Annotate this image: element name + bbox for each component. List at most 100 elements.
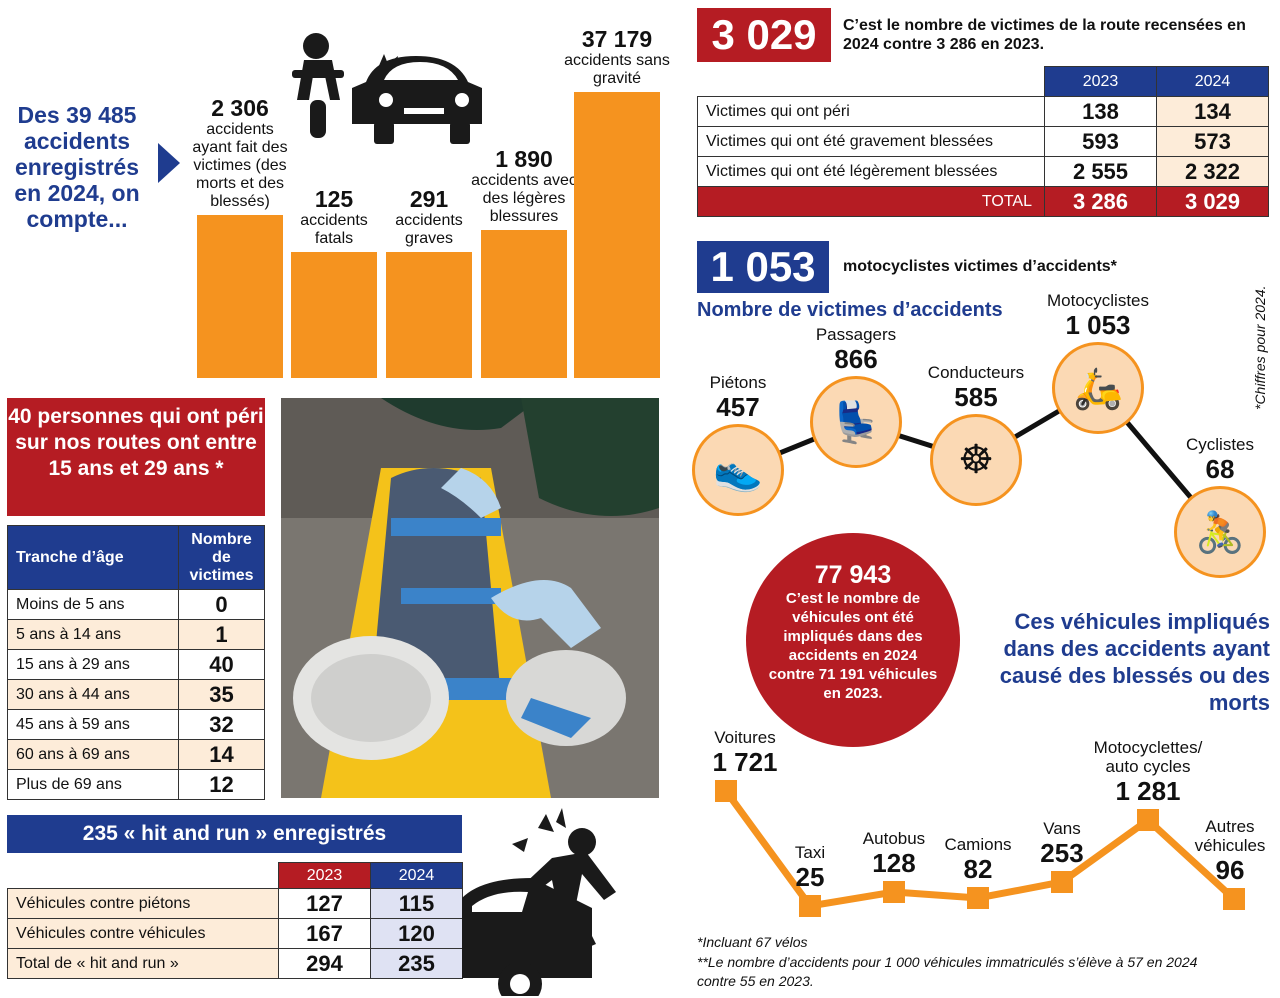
total-2023: 3 286 bbox=[1044, 186, 1157, 217]
table-row: 30 ans à 44 ans 35 bbox=[7, 679, 265, 710]
table-row: Moins de 5 ans 0 bbox=[7, 589, 265, 620]
bar bbox=[197, 215, 283, 378]
age-label: Moins de 5 ans bbox=[7, 589, 179, 620]
icon-glyph: 🛵 bbox=[1073, 366, 1123, 411]
vehicle-point bbox=[1223, 888, 1245, 910]
col-header-2023: 2023 bbox=[278, 862, 371, 889]
vehicle-point bbox=[1137, 809, 1159, 831]
bar-label: 1 890 accidents avec des légères blessure… bbox=[471, 146, 577, 226]
icon-glyph: ☸ bbox=[958, 438, 994, 482]
victim-point-label: Piétons 457 bbox=[668, 373, 808, 422]
value-label: 866 bbox=[834, 344, 878, 374]
victim-count: 0 bbox=[178, 589, 265, 620]
bar-caption: accidents graves bbox=[395, 212, 463, 247]
vehicles-bubble: 77 943 C’est le nombre de véhicules ont … bbox=[746, 533, 960, 747]
age-label: 15 ans à 29 ans bbox=[7, 649, 179, 680]
vehicle-point-label: Camions 82 bbox=[923, 835, 1033, 884]
cell-2023: 593 bbox=[1044, 126, 1157, 157]
table-row: 5 ans à 14 ans 1 bbox=[7, 619, 265, 650]
value-label: 1 721 bbox=[712, 747, 778, 777]
category-label: Conducteurs bbox=[927, 363, 1025, 382]
category-label: Motocyclistes bbox=[1046, 291, 1150, 310]
category-label: Taxi bbox=[794, 843, 826, 862]
category-label: Voitures bbox=[714, 728, 776, 747]
value-label: 585 bbox=[954, 382, 998, 412]
car-seat-icon: 💺 bbox=[810, 376, 902, 468]
table-row: Véhicules contre véhicules 167 120 bbox=[7, 918, 463, 949]
value-label: 96 bbox=[1215, 855, 1245, 885]
victims-line-chart: 👟 Piétons 457 💺 Passagers 866 ☸ Conducteurs 585 🛵… bbox=[690, 291, 1266, 590]
value-label: 1 281 bbox=[1115, 776, 1181, 806]
vehicle-point-label: Motocyclettes/ auto cycles 1 281 bbox=[1078, 738, 1218, 806]
age-table-body: Moins de 5 ans 0 5 ans à 14 ans 1 15 ans à 2… bbox=[7, 589, 265, 800]
cell-2023: 167 bbox=[278, 918, 371, 949]
victims-chart-title: Nombre de victimes d’accidents bbox=[697, 299, 1003, 321]
scooter-icon: 🛵 bbox=[1052, 342, 1144, 434]
table-row: Victimes qui ont été légèrement blessées… bbox=[697, 156, 1269, 187]
value-label: 82 bbox=[963, 854, 993, 884]
bar bbox=[481, 230, 567, 378]
vehicle-point-label: Voitures 1 721 bbox=[690, 728, 800, 777]
col-header-2023: 2023 bbox=[1044, 66, 1157, 97]
cell-2023: 2 555 bbox=[1044, 156, 1157, 187]
age-label: 45 ans à 59 ans bbox=[7, 709, 179, 740]
value-label: 128 bbox=[872, 848, 916, 878]
bar bbox=[291, 252, 377, 378]
cell-2023: 127 bbox=[278, 888, 371, 919]
bar-caption: accidents fatals bbox=[300, 212, 368, 247]
cell-2023: 294 bbox=[278, 948, 371, 979]
value-label: 68 bbox=[1205, 454, 1235, 484]
hitrun-table: 2023 2024 Véhicules contre piétons 127 1… bbox=[7, 862, 463, 979]
table-row: Véhicules contre piétons 127 115 bbox=[7, 888, 463, 919]
victim-count: 12 bbox=[178, 769, 265, 800]
vehicle-point-label: Taxi 25 bbox=[755, 843, 865, 892]
category-label: Motocyclettes/ auto cycles bbox=[1093, 738, 1203, 776]
value-label: 457 bbox=[716, 392, 760, 422]
vehicle-point bbox=[799, 895, 821, 917]
row-label: Victimes qui ont été gravement blessées bbox=[697, 126, 1045, 157]
bar-caption: accidents ayant fait des victimes (des m… bbox=[192, 121, 288, 210]
cell-2023: 138 bbox=[1044, 96, 1157, 127]
category-label: Autobus bbox=[862, 829, 926, 848]
category-label: Passagers bbox=[815, 325, 897, 344]
vehicle-point-label: Autres véhicules 96 bbox=[1185, 817, 1275, 885]
age-label: Plus de 69 ans bbox=[7, 769, 179, 800]
youth-headline: 40 personnes qui ont péri sur nos routes… bbox=[7, 398, 265, 516]
col-header-2024: 2024 bbox=[370, 862, 463, 889]
category-label: Vans bbox=[1043, 819, 1081, 838]
motorcyclists-big-number: 1 053 bbox=[697, 241, 829, 293]
victim-count: 32 bbox=[178, 709, 265, 740]
accidents-bar-chart: 2 306 accidents ayant fait des victimes (… bbox=[190, 0, 670, 380]
cell-2024: 115 bbox=[370, 888, 463, 919]
shoe-icon: 👟 bbox=[692, 424, 784, 516]
age-table: Tranche d’âge Nombre de victimes bbox=[7, 525, 265, 590]
victim-point-label: Cyclistes 68 bbox=[1150, 435, 1280, 484]
victim-count: 1 bbox=[178, 619, 265, 650]
bar-label: 37 179 accidents sans gravité bbox=[564, 26, 670, 88]
table-row: Total de « hit and run » 294 235 bbox=[7, 948, 463, 979]
row-label: Victimes qui ont été légèrement blessées bbox=[697, 156, 1045, 187]
bubble-number: 77 943 bbox=[814, 561, 892, 589]
vehicles-line-svg bbox=[715, 780, 1245, 917]
rescue-photo bbox=[281, 398, 659, 798]
cell-2024: 235 bbox=[370, 948, 463, 979]
arrow-right-icon bbox=[158, 143, 180, 183]
total-row: TOTAL 3 286 3 029 bbox=[697, 186, 1269, 217]
vehicles-line-chart: Voitures 1 721 Taxi 25 Autobus 128 Camions 82 Va… bbox=[690, 725, 1275, 935]
hitrun-headline: 235 « hit and run » enregistrés bbox=[7, 815, 462, 853]
victim-point-label: Conducteurs 585 bbox=[906, 363, 1046, 412]
bar-caption: accidents sans gravité bbox=[564, 52, 670, 87]
table-row: Victimes qui ont péri 138 134 bbox=[697, 96, 1269, 127]
row-label: Véhicules contre piétons bbox=[7, 888, 279, 919]
category-label: Camions bbox=[944, 835, 1012, 854]
car-hits-pedestrian-icon bbox=[462, 808, 616, 996]
victim-count: 14 bbox=[178, 739, 265, 770]
icon-glyph: 💺 bbox=[831, 400, 881, 445]
row-label: Victimes qui ont péri bbox=[697, 96, 1045, 127]
steering-wheel-icon: ☸ bbox=[930, 414, 1022, 506]
row-label: Véhicules contre véhicules bbox=[7, 918, 279, 949]
vehicle-point-label: Autobus 128 bbox=[839, 829, 949, 878]
vehicle-point bbox=[967, 887, 989, 909]
accidents-intro: Des 39 485 accidents enregistrés en 2024… bbox=[14, 102, 140, 232]
age-label: 5 ans à 14 ans bbox=[7, 619, 179, 650]
